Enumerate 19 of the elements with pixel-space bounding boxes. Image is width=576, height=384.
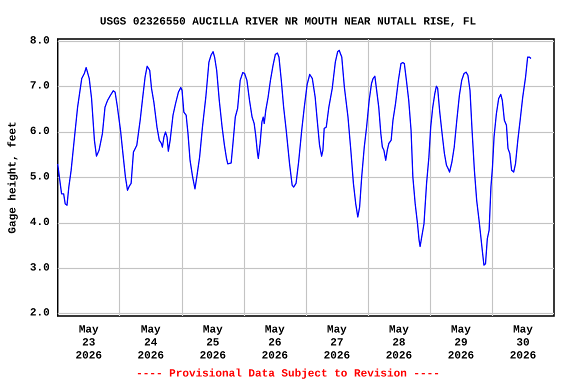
line-series [57, 50, 532, 266]
x-tick-label: May 29 2026 [448, 324, 474, 362]
y-tick-label: 2.0 [30, 308, 50, 320]
x-tick-label: May 28 2026 [386, 324, 412, 362]
y-tick-label: 7.0 [30, 80, 50, 93]
x-tick-label: May 25 2026 [200, 324, 226, 362]
y-axis-title: Gage height, feet [6, 121, 20, 234]
x-tick-label: May 27 2026 [324, 324, 350, 362]
y-tick-label: 5.0 [30, 172, 50, 184]
y-tick-label: 6.0 [30, 126, 50, 138]
x-tick-label: May 30 2026 [510, 324, 536, 362]
x-tick-label: May 26 2026 [262, 324, 288, 362]
text: ---- Provisional Data Subject to Revision ---- [136, 368, 440, 380]
y-tick-label: 3.0 [30, 262, 50, 274]
y-tick-label: 8.0 [30, 35, 50, 48]
x-tick-label: May 23 2026 [76, 324, 102, 362]
y-tick-label: 4.0 [30, 216, 50, 229]
x-tick-label: May 24 2026 [138, 324, 164, 362]
chart-title: USGS 02326550 AUCILLA RIVER NR MOUTH NEAR NUTALL RISE, FL [100, 16, 477, 28]
